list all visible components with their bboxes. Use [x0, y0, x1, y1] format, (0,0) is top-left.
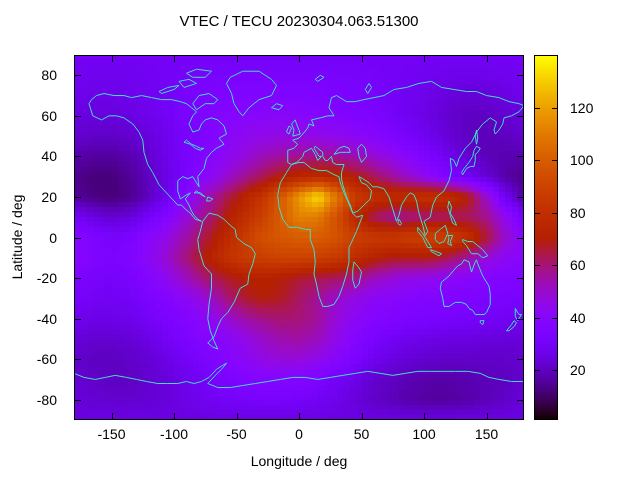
x-axis-label: Longitude / deg: [250, 453, 348, 469]
y-tick-label: 80: [41, 67, 57, 84]
plot-title: VTEC / TECU 20230304.063.51300: [179, 13, 419, 30]
y-tick-label: 40: [41, 148, 57, 165]
y-tick-label: -20: [36, 270, 57, 287]
x-tick-label: -150: [97, 426, 126, 442]
y-tick-label: 60: [41, 107, 57, 124]
y-tick-label: -60: [36, 351, 57, 368]
colorbar-tick-label: 80: [570, 204, 586, 221]
colorbar-tick-label: 60: [570, 257, 586, 274]
x-tick-label: 50: [353, 426, 370, 442]
colorbar-tick-label: 100: [570, 152, 594, 169]
colorbar-tick-label: 120: [570, 99, 594, 116]
y-tick-label: 20: [41, 188, 57, 205]
x-tick-label: -100: [159, 426, 189, 442]
y-tick-label: -80: [36, 391, 57, 408]
tec-heatmap-canvas: [74, 55, 524, 420]
x-tick-label: 0: [295, 426, 303, 442]
colorbar-tick-label: 40: [570, 309, 586, 326]
y-tick-label: -40: [36, 310, 57, 327]
colorbar-canvas: [534, 55, 558, 420]
x-tick-label: 150: [474, 426, 499, 442]
x-tick-label: -50: [226, 426, 247, 442]
colorbar-tick-label: 20: [570, 362, 586, 379]
y-tick-label: 0: [49, 229, 57, 246]
x-tick-label: 100: [412, 426, 436, 442]
